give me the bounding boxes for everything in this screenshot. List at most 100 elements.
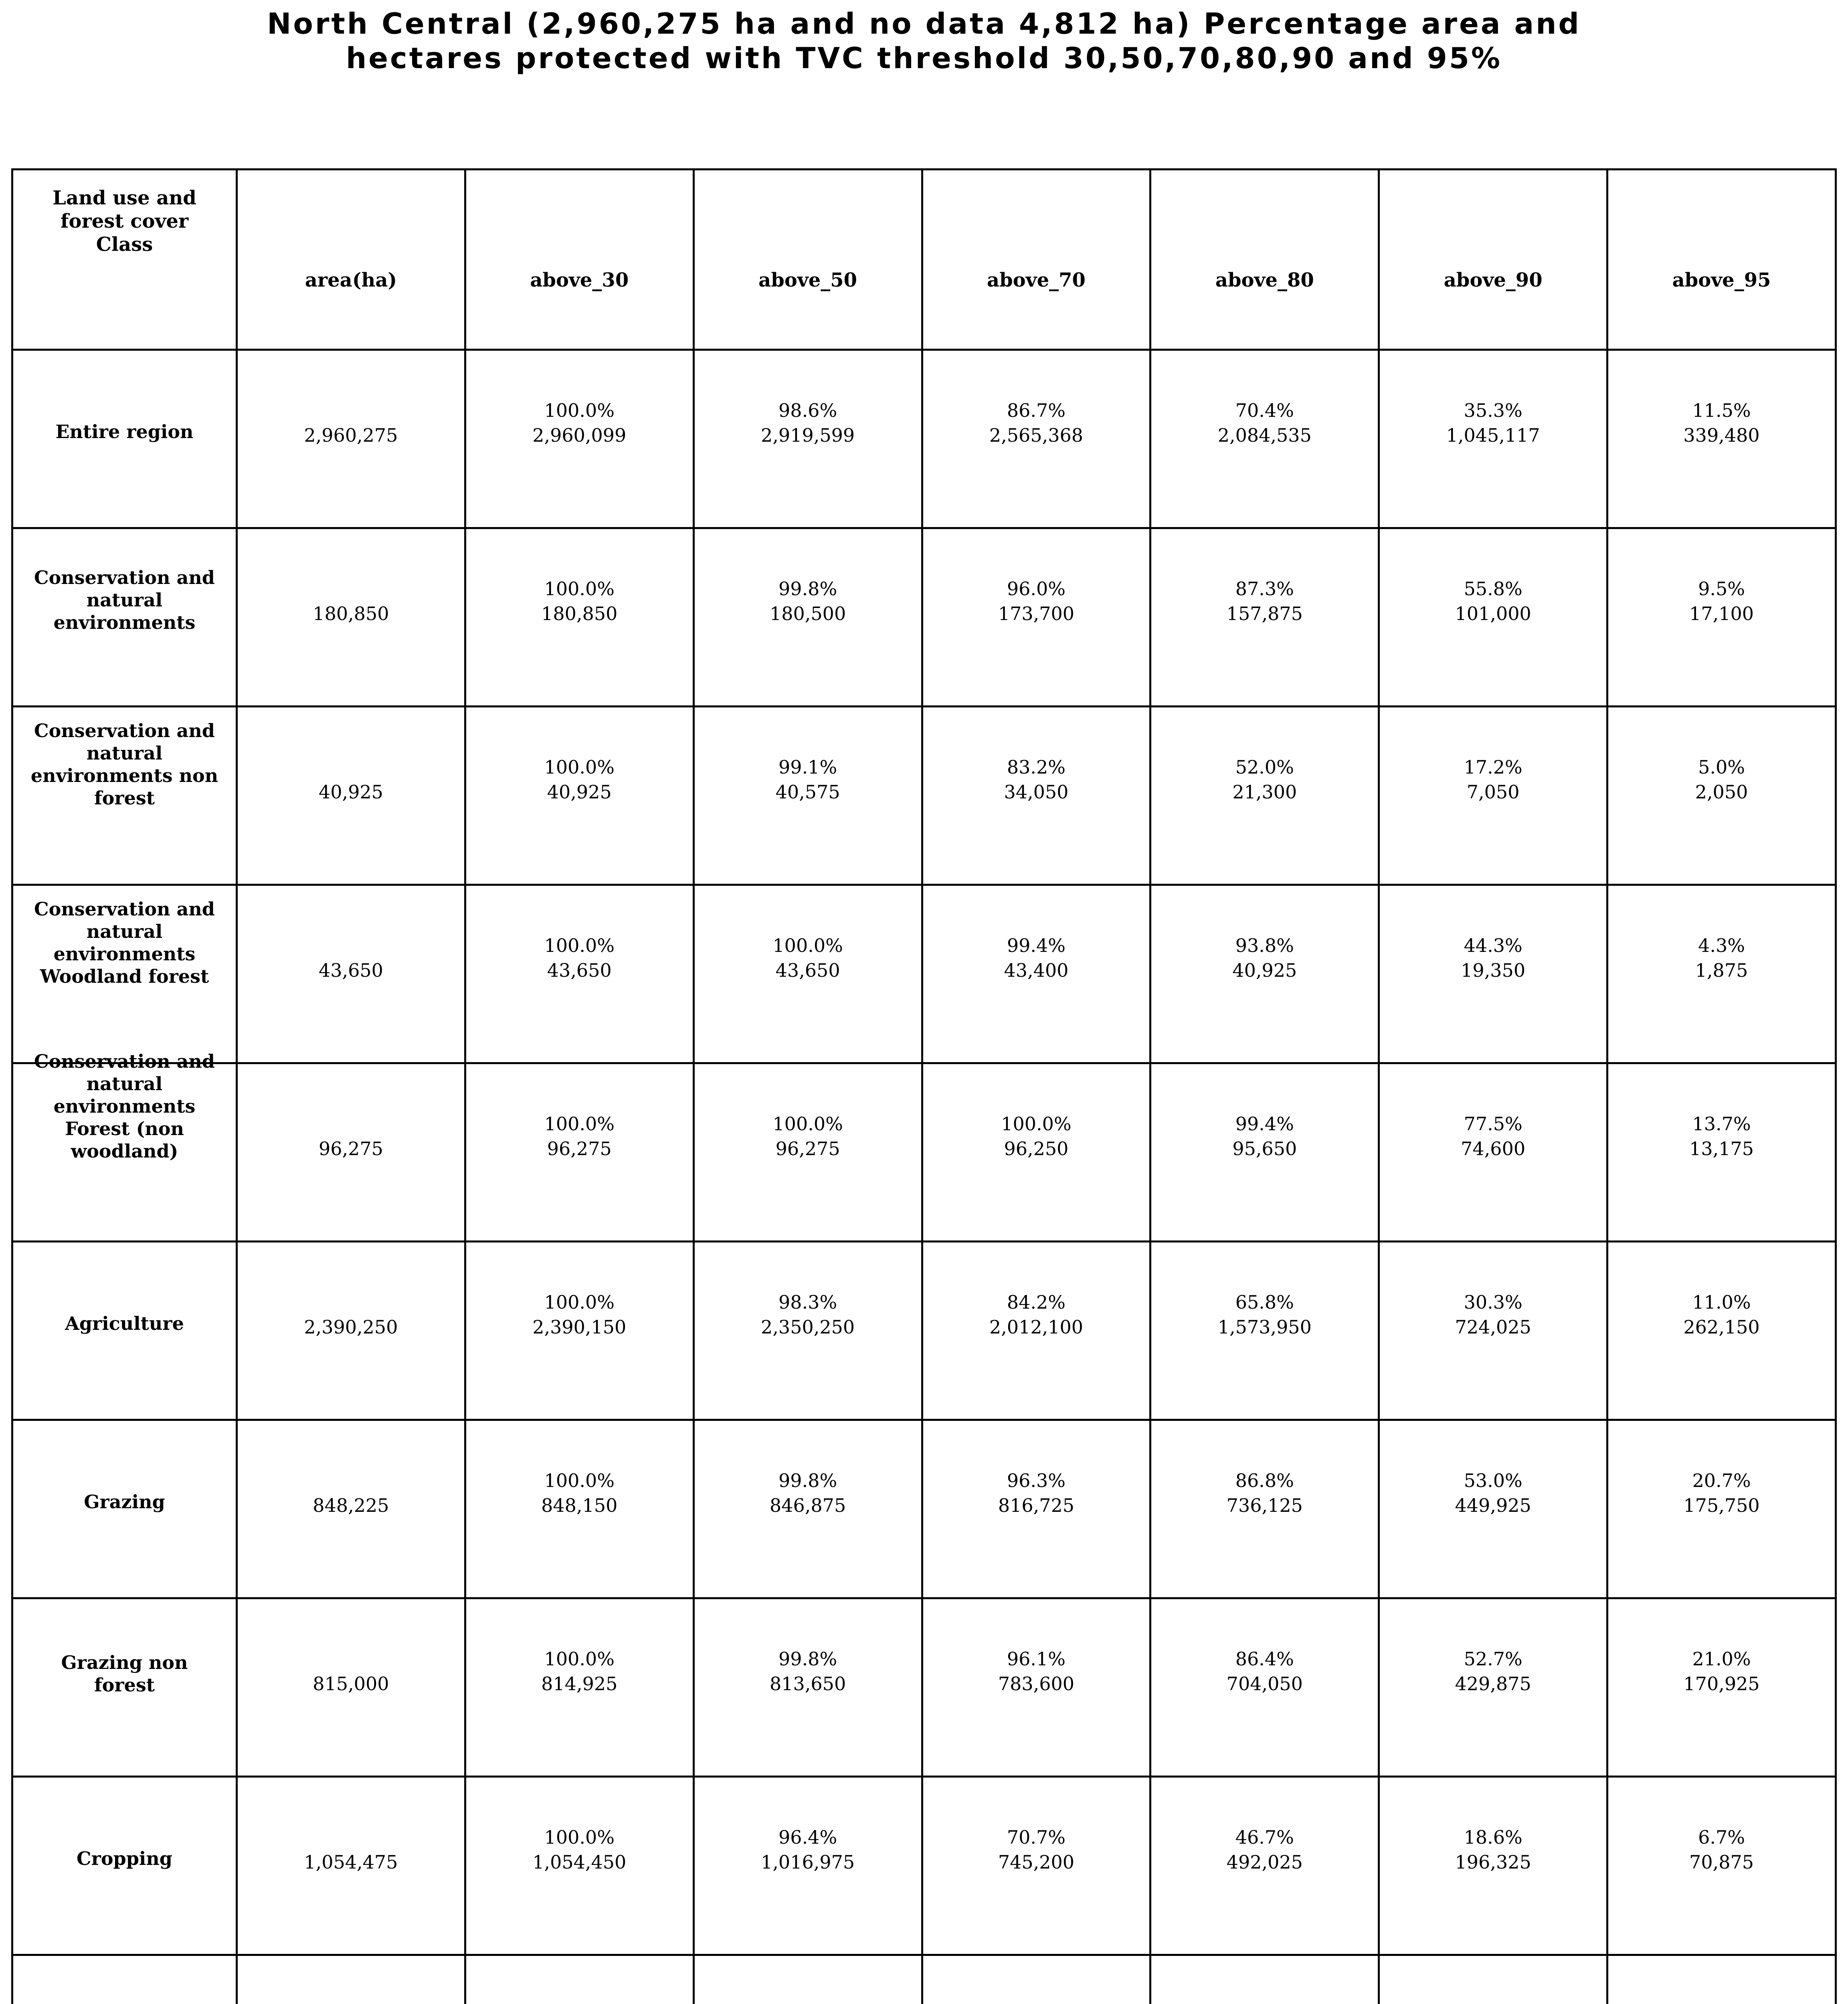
percent-value: 98.6% — [778, 400, 837, 421]
percent-value: 99.8% — [778, 1648, 837, 1670]
threshold-cell: 5.0% 2,050 — [1606, 705, 1837, 886]
hectares-value: 170,925 — [1683, 1673, 1760, 1695]
area-ha-cell: 43,650 — [236, 884, 466, 1064]
percent-value: 99.8% — [778, 578, 837, 600]
landuse-class-label: Entire region — [55, 421, 194, 442]
hectares-value: 783,600 — [998, 1673, 1075, 1695]
area-value: 96,275 — [318, 1138, 383, 1160]
percent-value: 86.8% — [1235, 1470, 1294, 1491]
percent-value: 100.0% — [544, 1291, 615, 1313]
percent-value: 30.3% — [1464, 1291, 1522, 1313]
percent-value: 13.7% — [1692, 1113, 1751, 1135]
percent-value: 17.2% — [1464, 756, 1522, 778]
percent-value: 99.4% — [1007, 935, 1066, 956]
percent-value: 100.0% — [544, 1826, 615, 1848]
percent-value: 99.8% — [778, 1470, 837, 1491]
percent-value: 9.5% — [1698, 578, 1745, 600]
hectares-value: 17,100 — [1689, 603, 1754, 624]
table-row: Conservation and natural environments Wo… — [11, 884, 1837, 1064]
percent-value: 87.3% — [1235, 578, 1294, 600]
percent-value: 100.0% — [544, 1470, 615, 1491]
percent-value: 18.6% — [1464, 1826, 1522, 1848]
threshold-cell: 4.3% 1,875 — [1606, 884, 1837, 1064]
spacer-line — [238, 933, 464, 958]
threshold-cell: 9.5% 17,100 — [1606, 527, 1837, 707]
landuse-class-cell: Irrigation — [11, 1954, 238, 2004]
hectares-value: 7,050 — [1466, 781, 1520, 803]
percent-value: 86.7% — [1007, 400, 1066, 421]
area-value: 40,925 — [318, 781, 383, 803]
hectares-value: 96,275 — [547, 1138, 612, 1160]
threshold-cell: 99.8% 180,500 — [692, 527, 923, 707]
hectares-value: 2,919,599 — [761, 424, 855, 446]
threshold-cell: 13.7% 13,175 — [1606, 1062, 1837, 1242]
threshold-cell: 100.0%476,500 — [464, 1954, 695, 2004]
hectares-value: 1,045,117 — [1446, 424, 1540, 446]
hectares-value: 74,600 — [1461, 1138, 1526, 1160]
table-row: Conservation and natural environments 180… — [11, 527, 1837, 707]
spacer-line — [238, 1468, 464, 1493]
spacer-line — [238, 576, 464, 601]
percent-value: 93.8% — [1235, 935, 1294, 956]
table-row: Conservation and natural environments Fo… — [11, 1050, 1837, 1242]
percent-value: 100.0% — [544, 1648, 615, 1670]
threshold-cell: 100.0% 2,960,099 — [464, 349, 695, 529]
percent-value: 11.5% — [1692, 400, 1751, 421]
threshold-cell: 98.6% 2,919,599 — [692, 349, 923, 529]
threshold-cell: 100.0% 43,650 — [464, 884, 695, 1064]
hectares-value: 43,650 — [775, 960, 840, 981]
area-ha-cell: 2,960,275 — [236, 349, 466, 529]
threshold-cell: 96.1% 783,600 — [921, 1597, 1152, 1778]
landuse-class-cell: Entire region — [11, 349, 238, 529]
percent-value: 77.5% — [1464, 1113, 1522, 1135]
hectares-value: 813,650 — [769, 1673, 846, 1695]
landuse-class-label: Conservation and natural environments Fo… — [34, 1050, 215, 1162]
spacer-line — [238, 1646, 464, 1671]
landuse-class-cell: Agriculture — [11, 1240, 238, 1421]
threshold-cell: 84.2% 2,012,100 — [921, 1240, 1152, 1421]
hectares-value: 180,500 — [769, 603, 846, 624]
header-above-70: above_70 — [921, 168, 1152, 351]
hectares-value: 816,725 — [998, 1495, 1075, 1516]
area-value: 1,054,475 — [304, 1851, 398, 1873]
hectares-value: 157,875 — [1226, 603, 1303, 624]
percent-value: 96.3% — [1007, 1470, 1066, 1491]
area-ha-cell: 815,000 — [236, 1597, 466, 1778]
hectares-value: 40,575 — [775, 781, 840, 803]
threshold-cell: 30.3% 724,025 — [1378, 1240, 1609, 1421]
hectares-value: 43,650 — [547, 960, 612, 981]
hectares-value: 724,025 — [1455, 1316, 1531, 1338]
tvc-protection-table: Land use and forest cover Class area(ha)… — [11, 168, 1837, 2004]
landuse-class-cell: Grazing non forest — [11, 1597, 238, 1778]
threshold-cell: 86.7% 2,565,368 — [921, 349, 1152, 529]
landuse-class-label: Conservation and natural environments Wo… — [34, 898, 215, 987]
threshold-cell: 99.8%475,350 — [692, 1954, 923, 2004]
threshold-cell: 11.0% 262,150 — [1606, 1240, 1837, 1421]
threshold-cell: 77.5% 74,600 — [1378, 1062, 1609, 1242]
area-value: 848,225 — [313, 1495, 389, 1516]
threshold-cell: 92.2%439,250 — [921, 1954, 1152, 2004]
percent-value: 4.3% — [1698, 935, 1745, 956]
hectares-value: 262,150 — [1683, 1316, 1760, 1338]
threshold-cell: 86.8% 736,125 — [1149, 1419, 1380, 1599]
page-title: North Central (2,960,275 ha and no data … — [267, 7, 1581, 75]
percent-value: 46.7% — [1235, 1826, 1294, 1848]
threshold-cell: 87.3% 157,875 — [1149, 527, 1380, 707]
table-row: Conservation and natural environments no… — [11, 705, 1837, 886]
landuse-class-cell: Grazing — [11, 1419, 238, 1599]
percent-value: 21.0% — [1692, 1648, 1751, 1670]
hectares-value: 2,390,150 — [532, 1316, 627, 1338]
area-ha-cell: 848,225 — [236, 1419, 466, 1599]
percent-value: 100.0% — [1001, 1113, 1072, 1135]
threshold-cell: 83.2% 34,050 — [921, 705, 1152, 886]
table-row: Grazing 848,225 100.0% 848,150 99.8% 846,875 9… — [11, 1419, 1837, 1599]
table-row: Irrigation476,500100.0%476,50099.8%475,3… — [11, 1954, 1837, 2004]
threshold-cell: 100.0% 2,390,150 — [464, 1240, 695, 1421]
hectares-value: 19,350 — [1461, 960, 1526, 981]
area-ha-cell: 40,925 — [236, 705, 466, 886]
landuse-class-cell: Cropping — [11, 1776, 238, 1956]
header-above-90: above_90 — [1378, 168, 1609, 351]
threshold-cell: 100.0% 1,054,450 — [464, 1776, 695, 1956]
hectares-value: 2,084,535 — [1217, 424, 1312, 446]
